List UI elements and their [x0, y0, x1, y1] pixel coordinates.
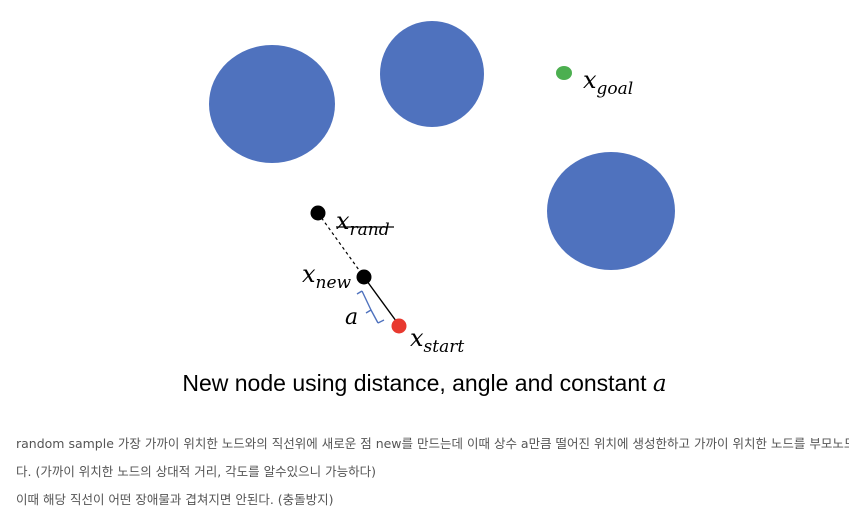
goal-label: xgoal: [583, 66, 633, 99]
start-label: xstart: [410, 324, 464, 357]
caption-variable: a: [652, 371, 667, 397]
figure-caption: New node using distance, angle and const…: [0, 370, 849, 397]
step-bracket: [356, 290, 385, 324]
description-line-2: 다. (가까이 위치한 노드의 상대적 거리, 각도를 알수있으니 가능하다): [16, 464, 376, 479]
obstacle-2: [380, 21, 484, 127]
new-node: [356, 269, 372, 285]
rand-node: [310, 205, 326, 221]
start-node: [391, 318, 407, 334]
new-label: xnew: [302, 260, 352, 293]
description-line-3: 이때 해당 직선이 어떤 장애물과 겹쳐지면 안된다. (충돌방지): [16, 492, 334, 507]
description: random sample 가장 가까이 위치한 노드와의 직선위에 새로운 점…: [16, 430, 849, 514]
obstacle-1: [209, 45, 335, 163]
step-segment: [363, 276, 400, 326]
caption-text: New node using distance, angle and const…: [182, 370, 647, 396]
rrt-diagram: xgoal xrand xnew a xstart: [209, 21, 675, 357]
dashed-connector: [317, 212, 365, 278]
goal-node: [556, 66, 572, 80]
step-label: a: [345, 305, 358, 330]
description-line-1: random sample 가장 가까이 위치한 노드와의 직선위에 새로운 점…: [16, 436, 849, 451]
obstacle-3: [547, 152, 675, 270]
rand-label: xrand: [336, 207, 390, 240]
